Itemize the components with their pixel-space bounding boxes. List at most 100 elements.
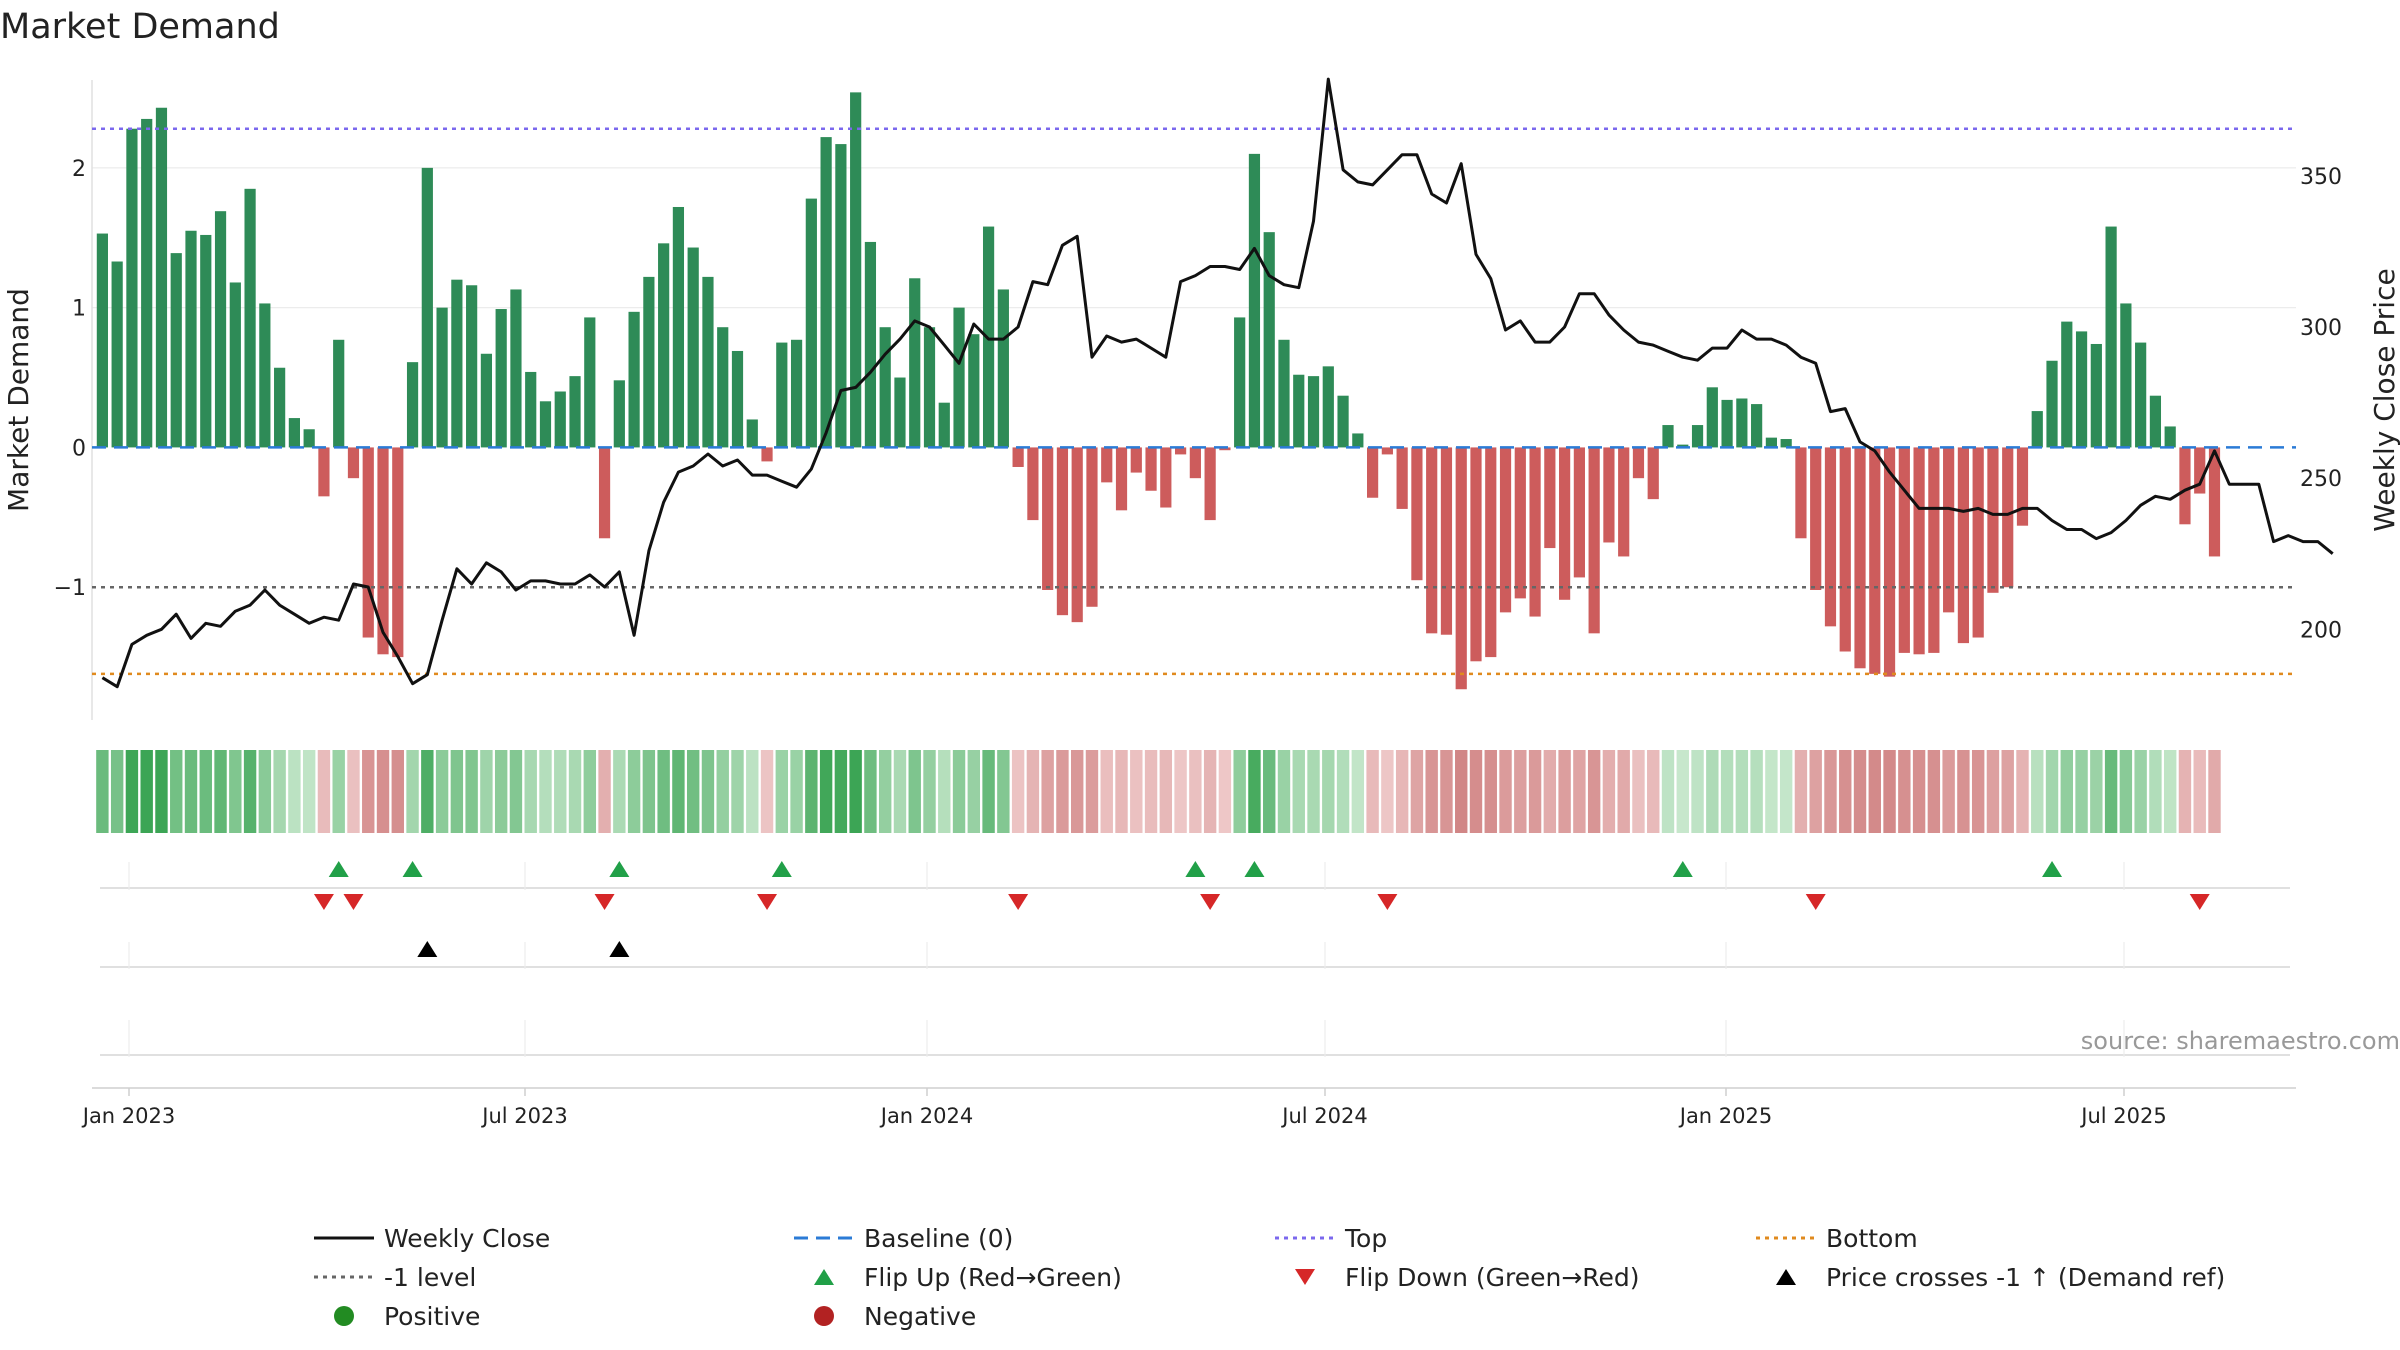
- signal-panels: [100, 862, 2290, 1057]
- heat-cell: [1248, 750, 1261, 833]
- heat-cell: [1691, 750, 1704, 833]
- demand-bar: [141, 118, 153, 448]
- demand-bar: [805, 198, 817, 448]
- demand-bar: [1322, 366, 1334, 448]
- heat-cell: [1203, 750, 1217, 833]
- heat-cell: [2060, 750, 2073, 833]
- demand-bar: [1174, 447, 1187, 455]
- heat-cell: [1336, 750, 1350, 833]
- heat-cell: [849, 750, 862, 833]
- demand-bar: [259, 303, 271, 448]
- chart-title: Market Demand: [0, 7, 280, 47]
- heat-cell: [1528, 750, 1542, 833]
- heat-cell: [1026, 750, 1040, 833]
- demand-bar: [274, 367, 286, 448]
- demand-bar: [1780, 439, 1792, 448]
- legend-label: Weekly Close: [384, 1224, 550, 1253]
- demand-bar: [923, 327, 936, 448]
- heat-cell: [1720, 750, 1734, 833]
- heat-cell: [2001, 750, 2014, 833]
- heat-cell: [1366, 750, 1379, 833]
- demand-bar: [1691, 425, 1704, 448]
- demand-bar: [111, 261, 123, 448]
- demand-bar: [628, 311, 640, 448]
- legend-swatch: [814, 1269, 834, 1285]
- signal-markers: [313, 861, 2210, 957]
- legend-label: Flip Up (Red→Green): [864, 1263, 1122, 1292]
- demand-bar: [1248, 153, 1261, 448]
- demand-bar: [1839, 447, 1851, 652]
- flip-up-marker: [609, 861, 630, 877]
- demand-bar: [1086, 447, 1098, 607]
- heat-cell: [1041, 750, 1054, 833]
- heat-cell: [938, 750, 951, 833]
- demand-bar: [1234, 317, 1246, 448]
- heat-cell: [1912, 750, 1926, 833]
- legend-swatch: [1776, 1269, 1796, 1285]
- heat-cell: [1440, 750, 1453, 833]
- demand-bar: [2075, 331, 2088, 448]
- heat-cell: [1159, 750, 1173, 833]
- demand-bar: [1115, 447, 1128, 511]
- heat-cell: [1779, 750, 1793, 833]
- demand-bar: [1455, 447, 1467, 690]
- heat-cell: [1957, 750, 1970, 833]
- heat-cell: [790, 750, 803, 833]
- legend-label: Baseline (0): [864, 1224, 1013, 1253]
- heat-cell: [1824, 750, 1837, 833]
- demand-bar: [1544, 447, 1556, 549]
- demand-bar: [466, 285, 478, 448]
- demand-bar: [2135, 342, 2147, 448]
- heat-cell: [362, 750, 375, 833]
- heat-cell: [1706, 750, 1719, 833]
- heat-cell: [96, 750, 109, 833]
- demand-bar: [1913, 447, 1925, 655]
- heat-cell: [716, 750, 729, 833]
- demand-bar: [1396, 447, 1408, 509]
- heat-cell: [2178, 750, 2192, 833]
- heat-cell: [170, 750, 183, 833]
- heat-cell: [1469, 750, 1483, 833]
- demand-bar: [687, 247, 699, 448]
- heat-cell: [2193, 750, 2206, 833]
- heat-cell: [1307, 750, 1320, 833]
- demand-bar: [850, 92, 862, 448]
- demand-bar: [1662, 425, 1674, 448]
- heat-cell: [672, 750, 685, 833]
- demand-bar: [1367, 447, 1379, 498]
- heat-cell: [288, 750, 301, 833]
- heat-cell: [2104, 750, 2118, 833]
- heat-cell: [465, 750, 478, 833]
- demand-bar: [1263, 232, 1275, 448]
- heat-cell: [1011, 750, 1025, 833]
- heat-cell: [805, 750, 818, 833]
- flip-up-marker: [771, 861, 792, 877]
- demand-bar: [170, 253, 182, 448]
- x-tick-label: Jul 2023: [480, 1104, 567, 1128]
- demand-bar: [1071, 447, 1083, 623]
- heat-cell: [1277, 750, 1291, 833]
- demand-bar: [1056, 447, 1069, 616]
- demand-bar: [185, 230, 197, 448]
- demand-bar: [318, 447, 330, 497]
- demand-bar: [229, 282, 241, 448]
- demand-bar: [244, 188, 256, 448]
- demand-bar: [1677, 444, 1689, 448]
- demand-bar: [1795, 447, 1807, 539]
- heat-cell: [686, 750, 700, 833]
- demand-bar: [2149, 395, 2162, 448]
- heat-cell: [1839, 750, 1852, 833]
- legend-label: Flip Down (Green→Red): [1345, 1263, 1640, 1292]
- heat-cell: [819, 750, 833, 833]
- heat-cell: [1558, 750, 1571, 833]
- demand-bar: [717, 327, 729, 448]
- heat-cell: [657, 750, 670, 833]
- heat-cell: [1395, 750, 1409, 833]
- demand-bar: [214, 211, 227, 448]
- heat-cell: [1765, 750, 1778, 833]
- price-line: [101, 77, 2334, 689]
- heat-cell: [583, 750, 596, 833]
- heat-cell: [1218, 750, 1232, 833]
- demand-bar: [1145, 447, 1157, 491]
- demand-bar: [1499, 447, 1512, 613]
